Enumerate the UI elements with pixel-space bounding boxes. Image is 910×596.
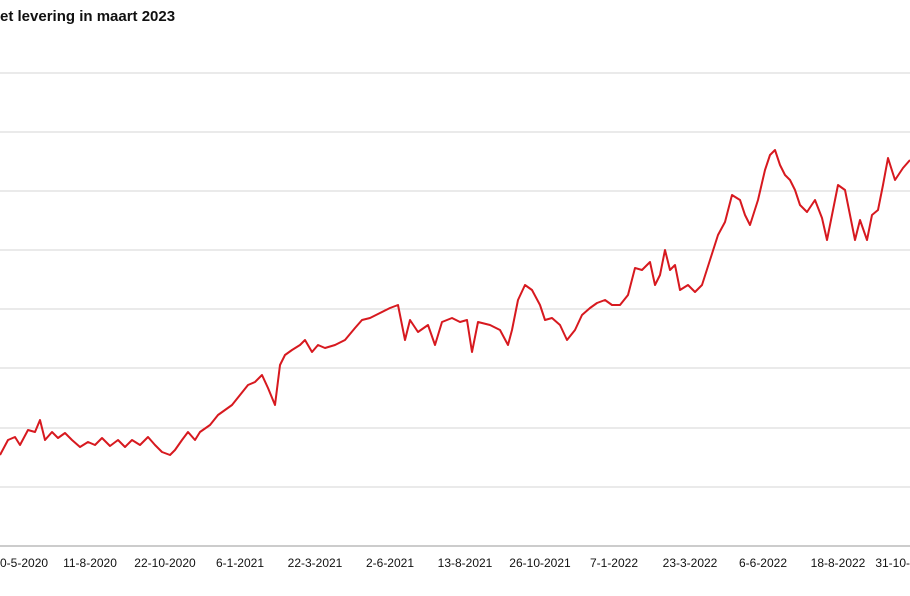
- x-tick-label: 18-8-2022: [811, 556, 866, 570]
- x-tick-label: 26-10-2021: [509, 556, 571, 570]
- x-tick-label: 22-3-2021: [288, 556, 343, 570]
- x-tick-label: 11-8-2020: [63, 556, 117, 570]
- x-tick-label: 23-3-2022: [663, 556, 718, 570]
- x-tick-label: 0-5-2020: [0, 556, 48, 570]
- x-tick-label: 7-1-2022: [590, 556, 638, 570]
- x-tick-label: 2-6-2021: [366, 556, 414, 570]
- x-tick-label: 6-1-2021: [216, 556, 264, 570]
- chart-title: et levering in maart 2023: [0, 8, 175, 25]
- x-tick-label: 13-8-2021: [438, 556, 493, 570]
- price-line: [0, 149, 910, 456]
- x-tick-label: 22-10-2020: [134, 556, 196, 570]
- x-tick-label: 31-10-: [875, 556, 910, 570]
- x-tick-label: 6-6-2022: [739, 556, 787, 570]
